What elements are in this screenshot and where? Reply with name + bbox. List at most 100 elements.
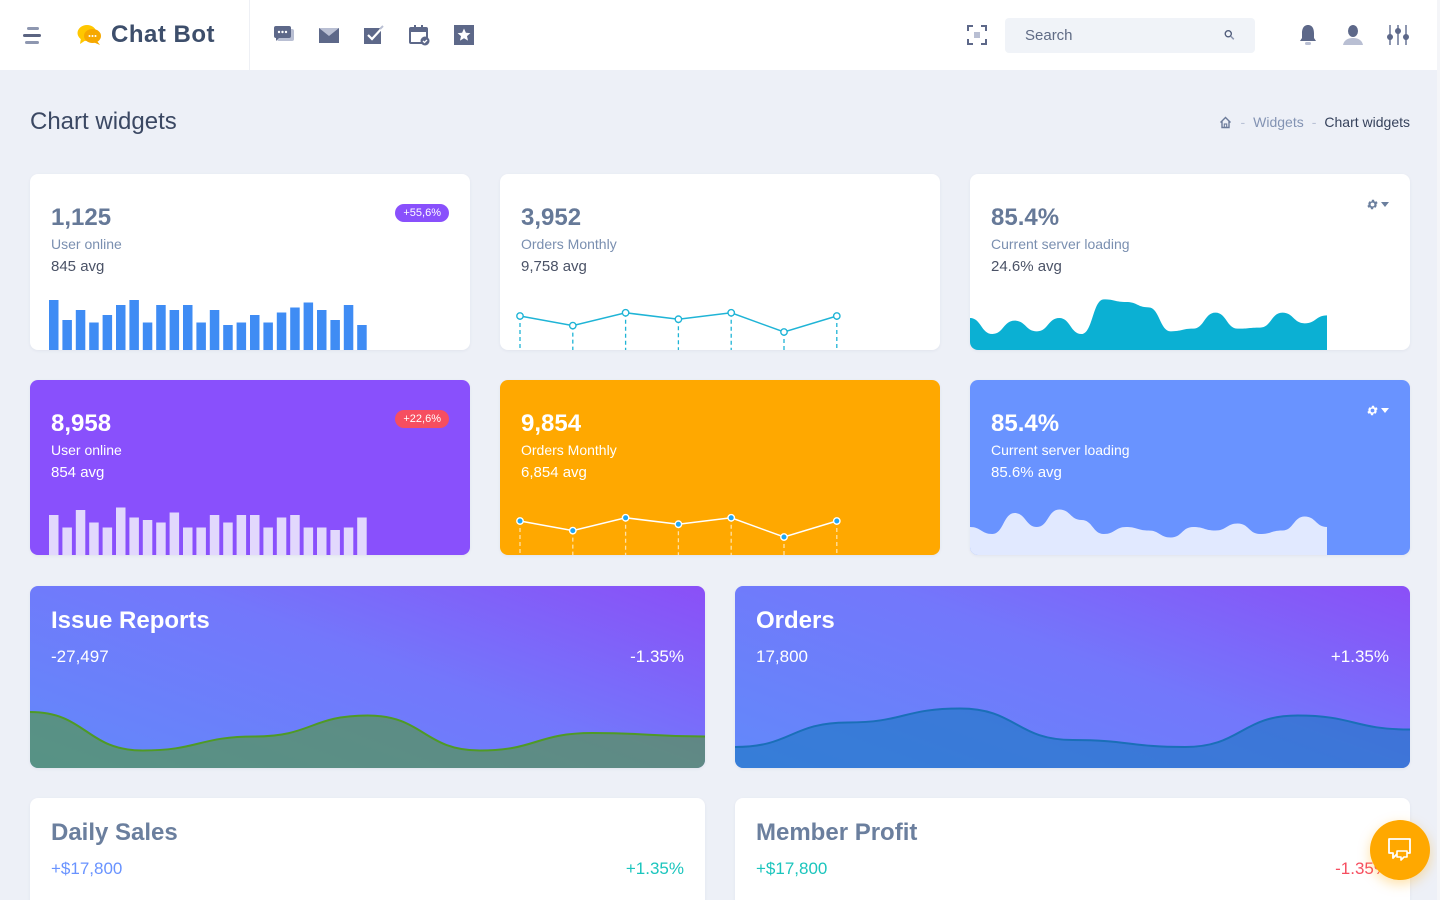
bar bbox=[317, 527, 327, 555]
user-online-widget: 1,125 User online 845 avg +55,6% bbox=[30, 174, 470, 350]
bar bbox=[196, 322, 206, 350]
bar bbox=[317, 310, 327, 350]
card-title: Issue Reports bbox=[51, 607, 210, 634]
bar bbox=[276, 312, 287, 350]
area-line bbox=[735, 707, 1410, 749]
menu-toggle-icon[interactable] bbox=[23, 26, 43, 44]
bell-icon[interactable] bbox=[1296, 23, 1320, 47]
bar bbox=[75, 510, 86, 555]
home-icon[interactable] bbox=[1219, 116, 1232, 129]
data-point bbox=[780, 328, 788, 336]
card-percent: +1.35% bbox=[1330, 647, 1389, 666]
area-fill bbox=[735, 708, 1410, 768]
daily-sales-card: Daily Sales +$17,800 +1.35% bbox=[30, 798, 705, 900]
bar bbox=[236, 515, 247, 555]
orders-monthly-orange-widget: 9,854 Orders Monthly 6,854 avg bbox=[500, 380, 940, 555]
bar bbox=[62, 527, 72, 555]
breadcrumb-separator: - bbox=[1240, 114, 1246, 130]
chat-bot-logo-icon bbox=[77, 25, 101, 45]
server-loading-area-chart bbox=[970, 299, 1327, 350]
checkbox-icon[interactable] bbox=[362, 24, 385, 47]
orders-card: Orders 17,800 +1.35% bbox=[735, 586, 1410, 768]
card-title: Member Profit bbox=[756, 819, 918, 846]
data-point bbox=[568, 321, 577, 330]
settings-dropdown[interactable] bbox=[1366, 198, 1389, 211]
bar bbox=[290, 515, 300, 555]
area-line bbox=[30, 711, 705, 752]
data-point bbox=[727, 513, 736, 522]
quick-nav bbox=[272, 24, 475, 47]
widget-value: 3,952 bbox=[521, 204, 582, 231]
data-point bbox=[621, 308, 630, 317]
growth-badge: +22,6% bbox=[395, 410, 449, 428]
widget-value: 85.4% bbox=[991, 204, 1060, 231]
bar bbox=[223, 522, 233, 555]
user-online-purple-bar-chart bbox=[49, 507, 367, 555]
bar bbox=[209, 515, 220, 555]
page-scrollbar[interactable] bbox=[1437, 0, 1440, 900]
area-fill bbox=[970, 299, 1327, 350]
bar bbox=[102, 315, 113, 350]
card-number: +$17,800 bbox=[51, 859, 123, 878]
bar bbox=[183, 527, 193, 555]
bar bbox=[75, 310, 86, 350]
bar bbox=[250, 315, 260, 350]
card-number: 17,800 bbox=[756, 647, 808, 666]
widget-avg: 6,854 avg bbox=[521, 464, 587, 481]
area-fill bbox=[970, 509, 1327, 555]
growth-badge: +55,6% bbox=[395, 204, 449, 222]
user-online-bar-chart bbox=[49, 300, 367, 350]
widget-avg: 845 avg bbox=[51, 258, 105, 275]
card-number: +$17,800 bbox=[756, 859, 828, 878]
search-input[interactable] bbox=[1025, 26, 1224, 44]
widget-label: User online bbox=[51, 442, 122, 458]
fullscreen-icon[interactable] bbox=[966, 24, 988, 46]
widget-avg: 854 avg bbox=[51, 464, 105, 481]
card-number: -27,497 bbox=[51, 647, 109, 666]
header-right bbox=[966, 17, 1410, 53]
widget-value: 8,958 bbox=[51, 410, 112, 437]
bar bbox=[156, 522, 166, 555]
breadcrumb-widgets-link[interactable]: Widgets bbox=[1253, 114, 1304, 130]
search-icon[interactable] bbox=[1224, 26, 1235, 44]
widget-avg: 85.6% avg bbox=[991, 464, 1062, 481]
data-point bbox=[727, 308, 736, 317]
calendar-check-icon[interactable] bbox=[407, 24, 430, 47]
settings-dropdown[interactable] bbox=[1366, 404, 1389, 417]
bar bbox=[343, 527, 354, 555]
bar bbox=[196, 527, 206, 555]
widget-label: Current server loading bbox=[991, 236, 1130, 252]
user-icon[interactable] bbox=[1341, 23, 1365, 47]
bar bbox=[89, 322, 99, 350]
gear-icon bbox=[1367, 199, 1378, 210]
chat-fab-button[interactable] bbox=[1370, 820, 1430, 880]
mail-icon[interactable] bbox=[317, 24, 340, 47]
chat-bubbles-icon[interactable] bbox=[272, 24, 295, 47]
card-title: Orders bbox=[756, 607, 835, 634]
brand-logo[interactable]: Chat Bot bbox=[77, 21, 215, 49]
sliders-icon[interactable] bbox=[1386, 23, 1410, 47]
breadcrumb-current: Chart widgets bbox=[1324, 114, 1410, 130]
card-percent: -1.35% bbox=[630, 647, 684, 666]
bar bbox=[343, 305, 354, 350]
member-profit-card: Member Profit +$17,800 -1.35% bbox=[735, 798, 1410, 900]
server-loading-blue-widget: 85.4% Current server loading 85.6% avg bbox=[970, 380, 1410, 555]
bar bbox=[169, 512, 180, 555]
bar bbox=[89, 522, 99, 555]
data-point bbox=[568, 526, 577, 535]
bar bbox=[290, 307, 300, 350]
bar bbox=[129, 517, 139, 555]
orders-monthly-line-chart bbox=[516, 308, 841, 350]
caret-down-icon bbox=[1381, 408, 1389, 413]
top-header: Chat Bot bbox=[0, 0, 1440, 70]
star-icon[interactable] bbox=[452, 24, 475, 47]
widget-avg: 24.6% avg bbox=[991, 258, 1062, 275]
search-box bbox=[1005, 17, 1255, 53]
page-title: Chart widgets bbox=[30, 108, 177, 135]
issue-reports-area-chart bbox=[30, 711, 705, 768]
data-point bbox=[621, 513, 630, 522]
bar bbox=[116, 305, 126, 350]
bar bbox=[49, 300, 59, 350]
bar bbox=[142, 520, 153, 555]
bar bbox=[169, 310, 180, 350]
